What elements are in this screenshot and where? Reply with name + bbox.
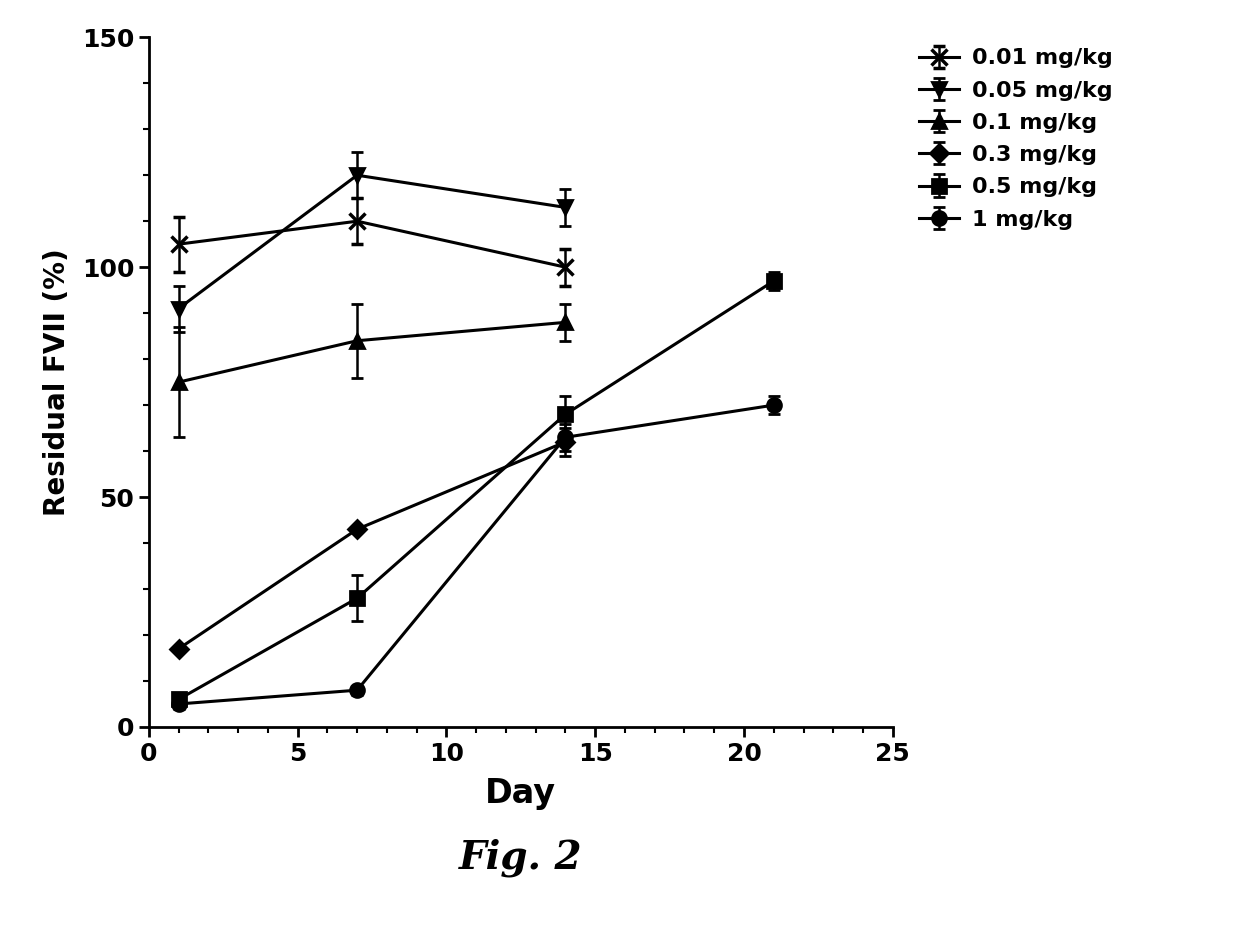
X-axis label: Day: Day xyxy=(485,776,557,810)
Text: Fig. 2: Fig. 2 xyxy=(459,838,583,877)
Y-axis label: Residual FVII (%): Residual FVII (%) xyxy=(42,248,71,516)
Legend: 0.01 mg/kg, 0.05 mg/kg, 0.1 mg/kg, 0.3 mg/kg, 0.5 mg/kg, 1 mg/kg: 0.01 mg/kg, 0.05 mg/kg, 0.1 mg/kg, 0.3 m… xyxy=(908,37,1123,240)
